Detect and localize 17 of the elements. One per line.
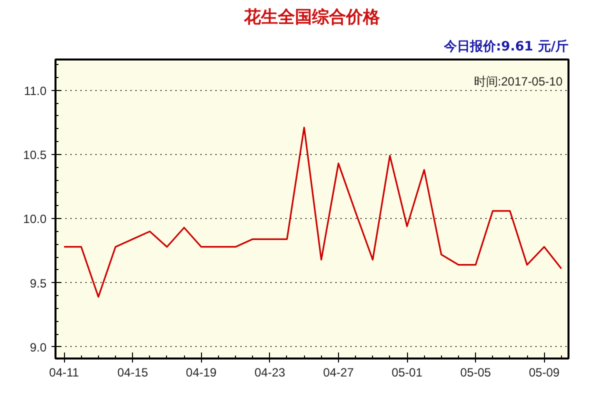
x-tick-label: 04-11 xyxy=(49,366,80,380)
x-tick-label: 04-23 xyxy=(254,366,286,380)
x-tick-label: 04-15 xyxy=(117,366,148,380)
x-tick-label: 05-09 xyxy=(528,366,560,380)
y-tick-label: 9.0 xyxy=(30,340,47,354)
annotation: 时间:2017-05-10 xyxy=(474,74,563,88)
x-tick-label: 05-01 xyxy=(392,366,423,380)
x-tick-label: 05-05 xyxy=(460,366,492,380)
y-tick-label: 10.5 xyxy=(23,148,47,162)
text: 今日报价:9.61 元/斤 xyxy=(442,38,569,54)
x-tick-label: 04-19 xyxy=(186,366,217,380)
x-tick-label: 04-27 xyxy=(323,366,354,380)
y-tick-label: 9.5 xyxy=(30,276,47,290)
chart-title: 花生全国综合价格 xyxy=(243,8,381,28)
y-tick-label: 10.0 xyxy=(23,212,47,226)
line-series xyxy=(63,126,562,298)
y-tick-label: 11.0 xyxy=(24,84,47,98)
